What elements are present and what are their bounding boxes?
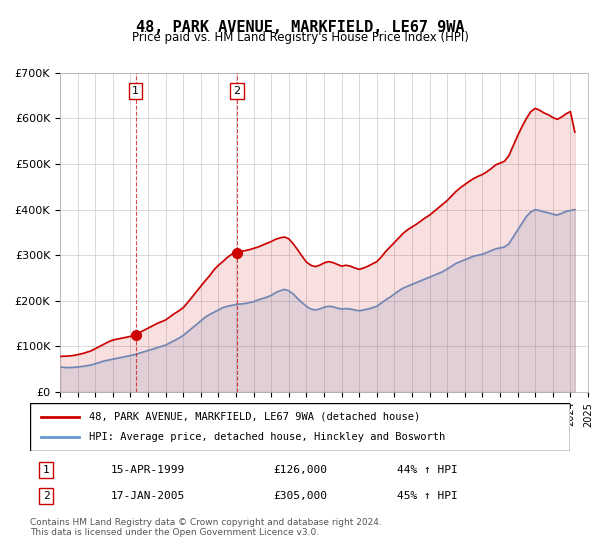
Text: 2: 2 bbox=[43, 491, 50, 501]
Text: 2: 2 bbox=[233, 86, 240, 96]
Text: 17-JAN-2005: 17-JAN-2005 bbox=[111, 491, 185, 501]
FancyBboxPatch shape bbox=[30, 403, 570, 451]
Text: 44% ↑ HPI: 44% ↑ HPI bbox=[397, 465, 458, 475]
Text: 48, PARK AVENUE, MARKFIELD, LE67 9WA (detached house): 48, PARK AVENUE, MARKFIELD, LE67 9WA (de… bbox=[89, 412, 421, 422]
Text: HPI: Average price, detached house, Hinckley and Bosworth: HPI: Average price, detached house, Hinc… bbox=[89, 432, 446, 442]
Text: Price paid vs. HM Land Registry's House Price Index (HPI): Price paid vs. HM Land Registry's House … bbox=[131, 31, 469, 44]
Text: 15-APR-1999: 15-APR-1999 bbox=[111, 465, 185, 475]
Text: £126,000: £126,000 bbox=[273, 465, 327, 475]
Text: £305,000: £305,000 bbox=[273, 491, 327, 501]
Text: 48, PARK AVENUE, MARKFIELD, LE67 9WA: 48, PARK AVENUE, MARKFIELD, LE67 9WA bbox=[136, 20, 464, 35]
Text: 1: 1 bbox=[43, 465, 50, 475]
Text: 45% ↑ HPI: 45% ↑ HPI bbox=[397, 491, 458, 501]
Text: Contains HM Land Registry data © Crown copyright and database right 2024.
This d: Contains HM Land Registry data © Crown c… bbox=[30, 518, 382, 538]
Text: 1: 1 bbox=[132, 86, 139, 96]
